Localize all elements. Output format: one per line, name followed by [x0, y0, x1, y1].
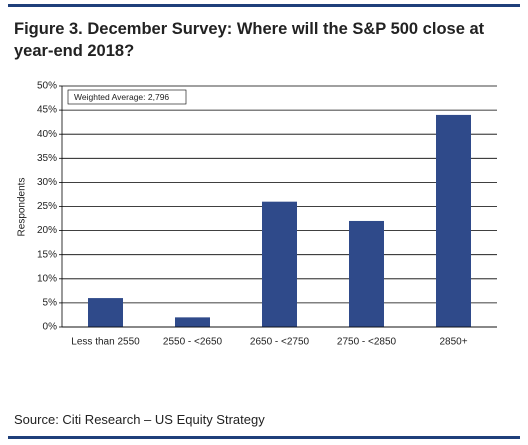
y-tick-label: 25%	[37, 201, 57, 212]
y-tick-label: 40%	[37, 129, 57, 140]
y-tick-label: 15%	[37, 249, 57, 260]
bar	[262, 201, 297, 327]
y-tick-label: 35%	[37, 153, 57, 164]
x-tick-label: 2550 - <2650	[163, 337, 223, 348]
y-axis-label: Respondents	[17, 178, 28, 237]
chart-title: Figure 3. December Survey: Where will th…	[14, 20, 485, 60]
y-tick-label: 5%	[43, 298, 58, 309]
annotation-box	[67, 89, 187, 105]
x-tick-label: Less than 2550	[71, 337, 140, 348]
y-tick-label: 45%	[37, 105, 57, 116]
x-tick-label: 2750 - <2850	[337, 337, 397, 348]
y-tick-label: 10%	[37, 273, 57, 284]
chart: Respondents 0% 5% 10% 15% 20% 25% 30% 35% 40% 45%…	[17, 81, 497, 348]
annotation: Weighted Average: 2,796	[74, 92, 169, 102]
y-tick-label: 0%	[43, 322, 58, 333]
y-tick-label: 20%	[37, 225, 57, 236]
x-tick-label: 2850+	[439, 337, 467, 348]
bar	[349, 220, 384, 327]
x-tick-label: 2650 - <2750	[250, 337, 310, 348]
bar	[88, 298, 123, 327]
bar	[175, 317, 210, 327]
bar	[436, 114, 471, 327]
y-tick-label: 30%	[37, 177, 57, 188]
y-tick-label: 50%	[37, 81, 57, 92]
top-rule	[8, 4, 520, 7]
bottom-rule	[8, 436, 520, 439]
source-note: Source: Citi Research – US Equity Strate…	[14, 412, 265, 427]
